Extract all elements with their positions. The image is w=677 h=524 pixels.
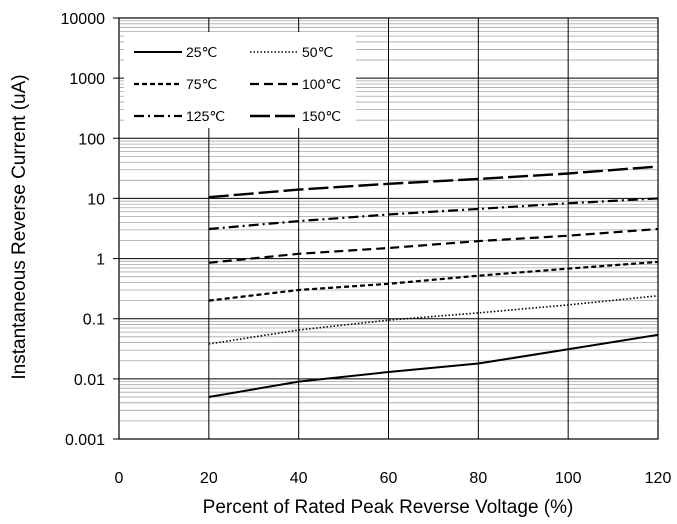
- legend-label: 50℃: [302, 44, 333, 60]
- y-tick-label: 0.001: [65, 432, 105, 449]
- y-tick-label: 1: [96, 252, 105, 269]
- series-layer: [208, 165, 659, 398]
- x-tick-label: 80: [469, 470, 487, 487]
- y-axis-label: Instantaneous Reverse Current (uA): [9, 74, 30, 379]
- x-tick-labels: 0 20 40 60 80 100 120: [115, 470, 672, 487]
- legend-label: 125℃: [186, 108, 225, 124]
- series-line-1: [208, 333, 659, 398]
- x-tick-label: 100: [555, 470, 582, 487]
- plot-frame: [118, 17, 659, 440]
- x-tick-label: 20: [200, 470, 218, 487]
- series-line-6: [208, 165, 659, 199]
- legend-label: 25℃: [186, 44, 217, 60]
- series-line-3: [208, 260, 659, 302]
- legend-label: 100℃: [302, 76, 341, 92]
- x-axis-label: Percent of Rated Peak Reverse Voltage (%…: [203, 497, 574, 518]
- legend: 25℃ 50℃ 75℃ 100℃ 125℃ 150℃: [124, 32, 356, 128]
- y-tick-labels: 0.001 0.01 0.1 1 10 100 1000 10000: [61, 11, 106, 449]
- y-tick-label: 0.01: [74, 372, 105, 389]
- series-line-5: [208, 197, 659, 231]
- x-tick-label: 60: [380, 470, 398, 487]
- legend-box: [124, 32, 356, 128]
- y-tick-label: 100: [78, 131, 105, 148]
- y-tick-label: 0.1: [83, 312, 105, 329]
- legend-label: 150℃: [302, 108, 341, 124]
- legend-label: 75℃: [186, 76, 217, 92]
- x-tick-label: 40: [290, 470, 308, 487]
- y-tick-label: 1000: [69, 71, 105, 88]
- x-tick-label: 120: [645, 470, 672, 487]
- y-tick-label: 10: [87, 191, 105, 208]
- x-tick-label: 0: [115, 470, 124, 487]
- y-tick-label: 10000: [61, 11, 106, 28]
- series-line-4: [208, 227, 659, 264]
